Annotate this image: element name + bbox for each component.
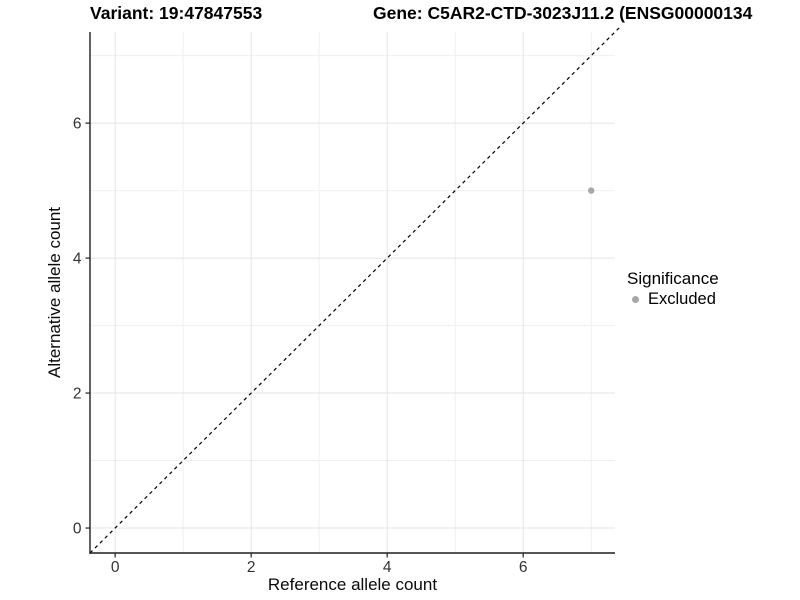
x-tick-label: 2 xyxy=(247,559,256,576)
legend: Significance Excluded xyxy=(627,268,719,309)
y-tick-label: 0 xyxy=(73,520,82,537)
legend-point-icon xyxy=(632,296,639,303)
x-tick-label: 4 xyxy=(383,559,392,576)
y-tick-label: 2 xyxy=(73,385,82,402)
legend-item-label: Excluded xyxy=(648,290,716,308)
legend-item-excluded: Excluded xyxy=(627,290,719,309)
x-tick-label: 0 xyxy=(111,559,120,576)
y-tick-label: 6 xyxy=(73,115,82,132)
data-point-excluded xyxy=(587,187,595,194)
legend-title: Significance xyxy=(627,269,719,288)
plot-title-gene: Gene: C5AR2-CTD-3023J11.2 (ENSG00000134 xyxy=(373,3,753,23)
x-tick-label: 6 xyxy=(519,559,528,576)
y-axis-title: Alternative allele count xyxy=(45,207,64,378)
y-tick-label: 4 xyxy=(73,250,82,267)
identity-dashed-line xyxy=(89,26,621,554)
plot-title-variant: Variant: 19:47847553 xyxy=(90,3,263,23)
x-axis-title: Reference allele count xyxy=(268,575,437,594)
